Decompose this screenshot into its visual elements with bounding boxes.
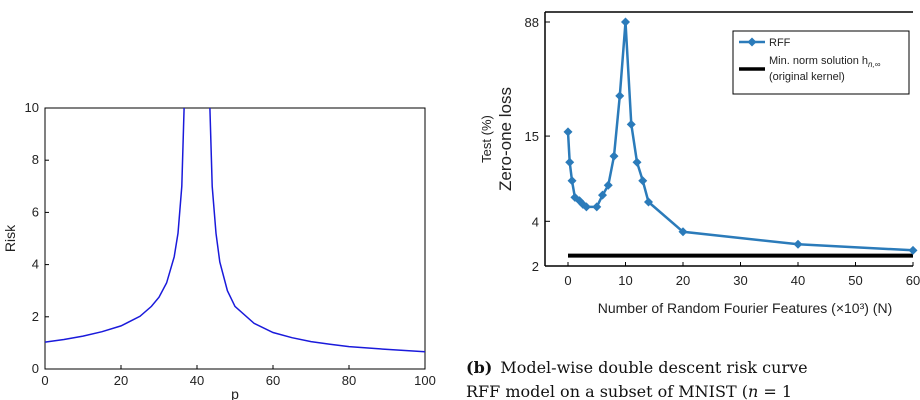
rff-y-tick-label: 15 [525,129,539,144]
caption-line2-b: = 1 [758,382,792,400]
legend-rff-label: RFF [769,37,791,49]
legend-rff-marker [747,37,757,47]
rff-chart-legend: RFF Min. norm solution hn,∞ (original ke… [732,30,910,95]
legend-kernel-label: Min. norm solution hn,∞ [769,55,881,69]
risk-y-tick-label: 8 [32,152,39,167]
risk-x-tick-label: 0 [41,373,48,388]
risk-y-tick-label: 4 [32,257,39,272]
rff-data-point [603,180,613,190]
rff-data-point [632,157,642,167]
rff-chart-y-label-line1: Test (%) [479,115,494,163]
caption-line2-a: RFF model on a subset of MNIST ( [466,382,748,400]
rff-double-descent-chart: 0 10 20 30 40 50 60 2 4 15 88 Number of Random Fou… [479,11,920,316]
rff-x-tick-label: 40 [791,273,805,288]
rff-data-point [615,91,625,101]
legend-kernel-label-text: Min. norm solution h [769,55,868,67]
rff-data-point [638,176,648,186]
caption-label: (b) [466,358,492,377]
risk-y-tick-label: 2 [32,309,39,324]
legend-kernel-label-line2: (original kernel) [769,71,845,83]
risk-x-tick-label: 40 [190,373,204,388]
legend-kernel-label-subscript: n,∞ [868,60,881,69]
rff-data-point [621,17,630,27]
rff-data-point [592,202,602,212]
caption-line1-text: Model-wise double descent risk curve [500,358,807,377]
caption-line2-var: n [748,382,758,400]
rff-data-point [644,197,653,207]
risk-y-tick-label: 6 [32,204,39,219]
risk-x-tick-label: 80 [342,373,356,388]
rff-data-point [609,151,619,161]
risk-chart-y-label: Risk [2,224,18,252]
rff-data-point [678,227,688,237]
risk-x-tick-label: 60 [266,373,280,388]
rff-x-tick-label: 10 [618,273,632,288]
risk-chart-ticks: 0 20 40 60 80 100 0 2 4 6 8 10 [25,100,436,388]
rff-data-point [563,127,573,137]
rff-chart-x-label: Number of Random Fourier Features (×10³)… [598,300,893,316]
rff-data-point [581,202,591,212]
rff-data-point [598,190,607,200]
rff-x-tick-label: 20 [676,273,690,288]
risk-curve-chart: 0 20 40 60 80 100 0 2 4 6 8 10 p Risk [2,100,436,400]
risk-x-tick-label: 20 [114,373,128,388]
rff-data-point [567,176,577,186]
risk-y-tick-label: 0 [32,361,39,376]
risk-y-tick-label: 10 [25,100,39,115]
rff-y-tick-label: 2 [532,259,539,274]
figure-caption: (b) Model-wise double descent risk curve … [466,358,808,400]
rff-y-tick-label: 4 [532,214,539,229]
risk-x-tick-label: 100 [414,373,436,388]
rff-data-point [626,119,636,129]
risk-chart-frame [44,107,426,370]
risk-curve-line [44,107,426,353]
rff-chart-ticks: 0 10 20 30 40 50 60 2 4 15 88 [525,15,920,288]
rff-chart-axes [544,11,913,267]
rff-x-tick-label: 0 [564,273,571,288]
rff-y-tick-label: 88 [525,15,539,30]
rff-chart-y-label-line2: Zero-one loss [496,87,515,191]
rff-series-markers [563,17,918,255]
rff-data-point [793,239,803,249]
caption-line-2: RFF model on a subset of MNIST (n = 1 [466,382,792,400]
rff-data-point [565,157,575,167]
rff-data-point [908,245,918,255]
rff-x-tick-label: 60 [906,273,920,288]
rff-x-tick-label: 50 [848,273,862,288]
caption-line-1: (b) Model-wise double descent risk curve [466,358,808,377]
rff-x-tick-label: 30 [733,273,747,288]
risk-chart-x-label: p [231,386,239,400]
